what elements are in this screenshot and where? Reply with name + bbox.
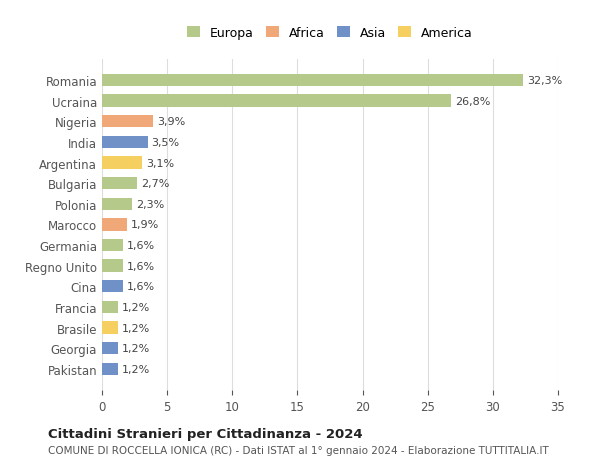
Text: 1,6%: 1,6% bbox=[127, 282, 155, 291]
Text: 3,9%: 3,9% bbox=[157, 117, 185, 127]
Bar bbox=[102, 363, 118, 375]
Text: 1,6%: 1,6% bbox=[127, 261, 155, 271]
Bar bbox=[102, 75, 523, 87]
Bar bbox=[102, 157, 142, 169]
Legend: Europa, Africa, Asia, America: Europa, Africa, Asia, America bbox=[184, 23, 476, 44]
Text: Cittadini Stranieri per Cittadinanza - 2024: Cittadini Stranieri per Cittadinanza - 2… bbox=[48, 427, 362, 440]
Bar bbox=[102, 136, 148, 149]
Text: 2,3%: 2,3% bbox=[136, 199, 164, 209]
Bar bbox=[102, 301, 118, 313]
Text: 26,8%: 26,8% bbox=[455, 96, 490, 106]
Text: 1,2%: 1,2% bbox=[122, 343, 150, 353]
Text: 3,1%: 3,1% bbox=[146, 158, 175, 168]
Text: COMUNE DI ROCCELLA IONICA (RC) - Dati ISTAT al 1° gennaio 2024 - Elaborazione TU: COMUNE DI ROCCELLA IONICA (RC) - Dati IS… bbox=[48, 445, 549, 455]
Bar bbox=[102, 322, 118, 334]
Bar bbox=[102, 239, 123, 252]
Bar bbox=[102, 219, 127, 231]
Text: 1,2%: 1,2% bbox=[122, 364, 150, 374]
Bar bbox=[102, 260, 123, 272]
Bar bbox=[102, 178, 137, 190]
Text: 1,2%: 1,2% bbox=[122, 323, 150, 333]
Bar bbox=[102, 95, 451, 107]
Text: 2,7%: 2,7% bbox=[141, 179, 169, 189]
Text: 3,5%: 3,5% bbox=[152, 138, 179, 148]
Bar bbox=[102, 342, 118, 354]
Bar bbox=[102, 116, 153, 128]
Text: 1,6%: 1,6% bbox=[127, 241, 155, 251]
Text: 1,2%: 1,2% bbox=[122, 302, 150, 312]
Bar bbox=[102, 198, 132, 211]
Bar bbox=[102, 280, 123, 293]
Text: 32,3%: 32,3% bbox=[527, 76, 562, 86]
Text: 1,9%: 1,9% bbox=[131, 220, 159, 230]
